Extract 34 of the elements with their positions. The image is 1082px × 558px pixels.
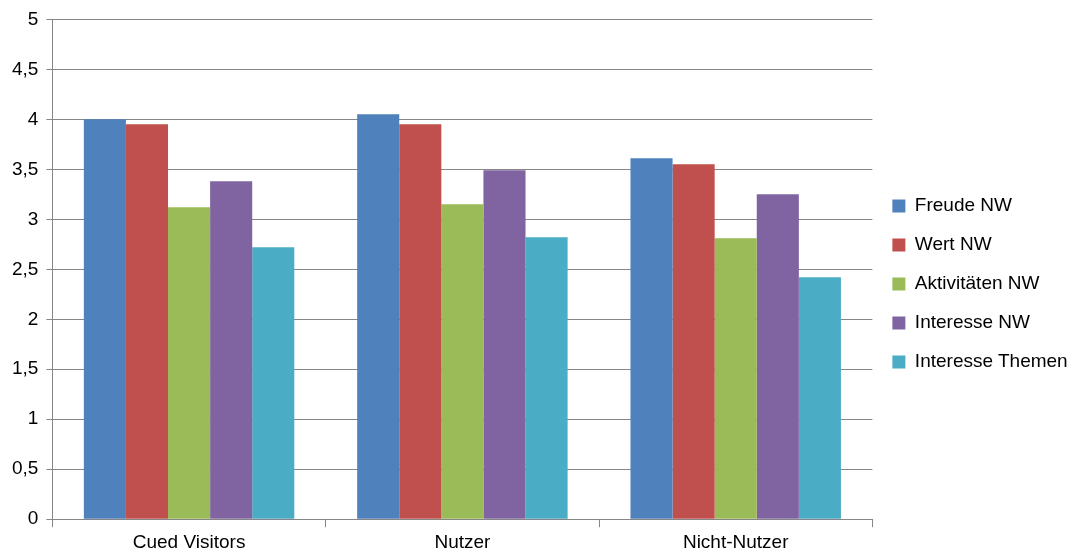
y-tick-label: 3 [27,207,39,229]
x-tick-label: Cued Visitors [132,530,246,552]
bar [630,158,673,519]
y-tick-label: 2,5 [11,257,39,279]
legend-label: Wert NW [914,233,992,255]
y-tick-label: 3,5 [11,157,39,179]
bar [252,247,295,519]
bar [483,170,526,519]
legend-label: Freude NW [914,194,1013,216]
y-tick-label: 1 [27,407,39,429]
legend-label: Interesse NW [914,311,1031,333]
bar [441,204,484,519]
y-tick-label: 2 [27,307,39,329]
x-tick-label: Nutzer [434,530,492,552]
bar [357,114,400,519]
y-tick-label: 0,5 [11,457,39,479]
legend-label: Interesse Themen [914,350,1068,372]
bar [125,124,169,519]
bar [83,119,126,519]
bar [756,194,799,519]
bar [672,164,715,519]
x-tick-label: Nicht-Nutzer [682,530,790,552]
bar [798,277,841,519]
bar [714,238,757,519]
y-tick-label: 1,5 [11,357,39,379]
legend-label: Aktivitäten NW [914,272,1040,294]
bar [168,207,211,519]
y-tick-label: 0 [27,507,39,529]
y-tick-label: 5 [27,7,39,29]
bar [210,181,253,519]
bar [525,237,568,519]
y-tick-label: 4 [27,107,39,129]
y-tick-label: 4,5 [11,57,39,79]
bar [399,124,442,519]
